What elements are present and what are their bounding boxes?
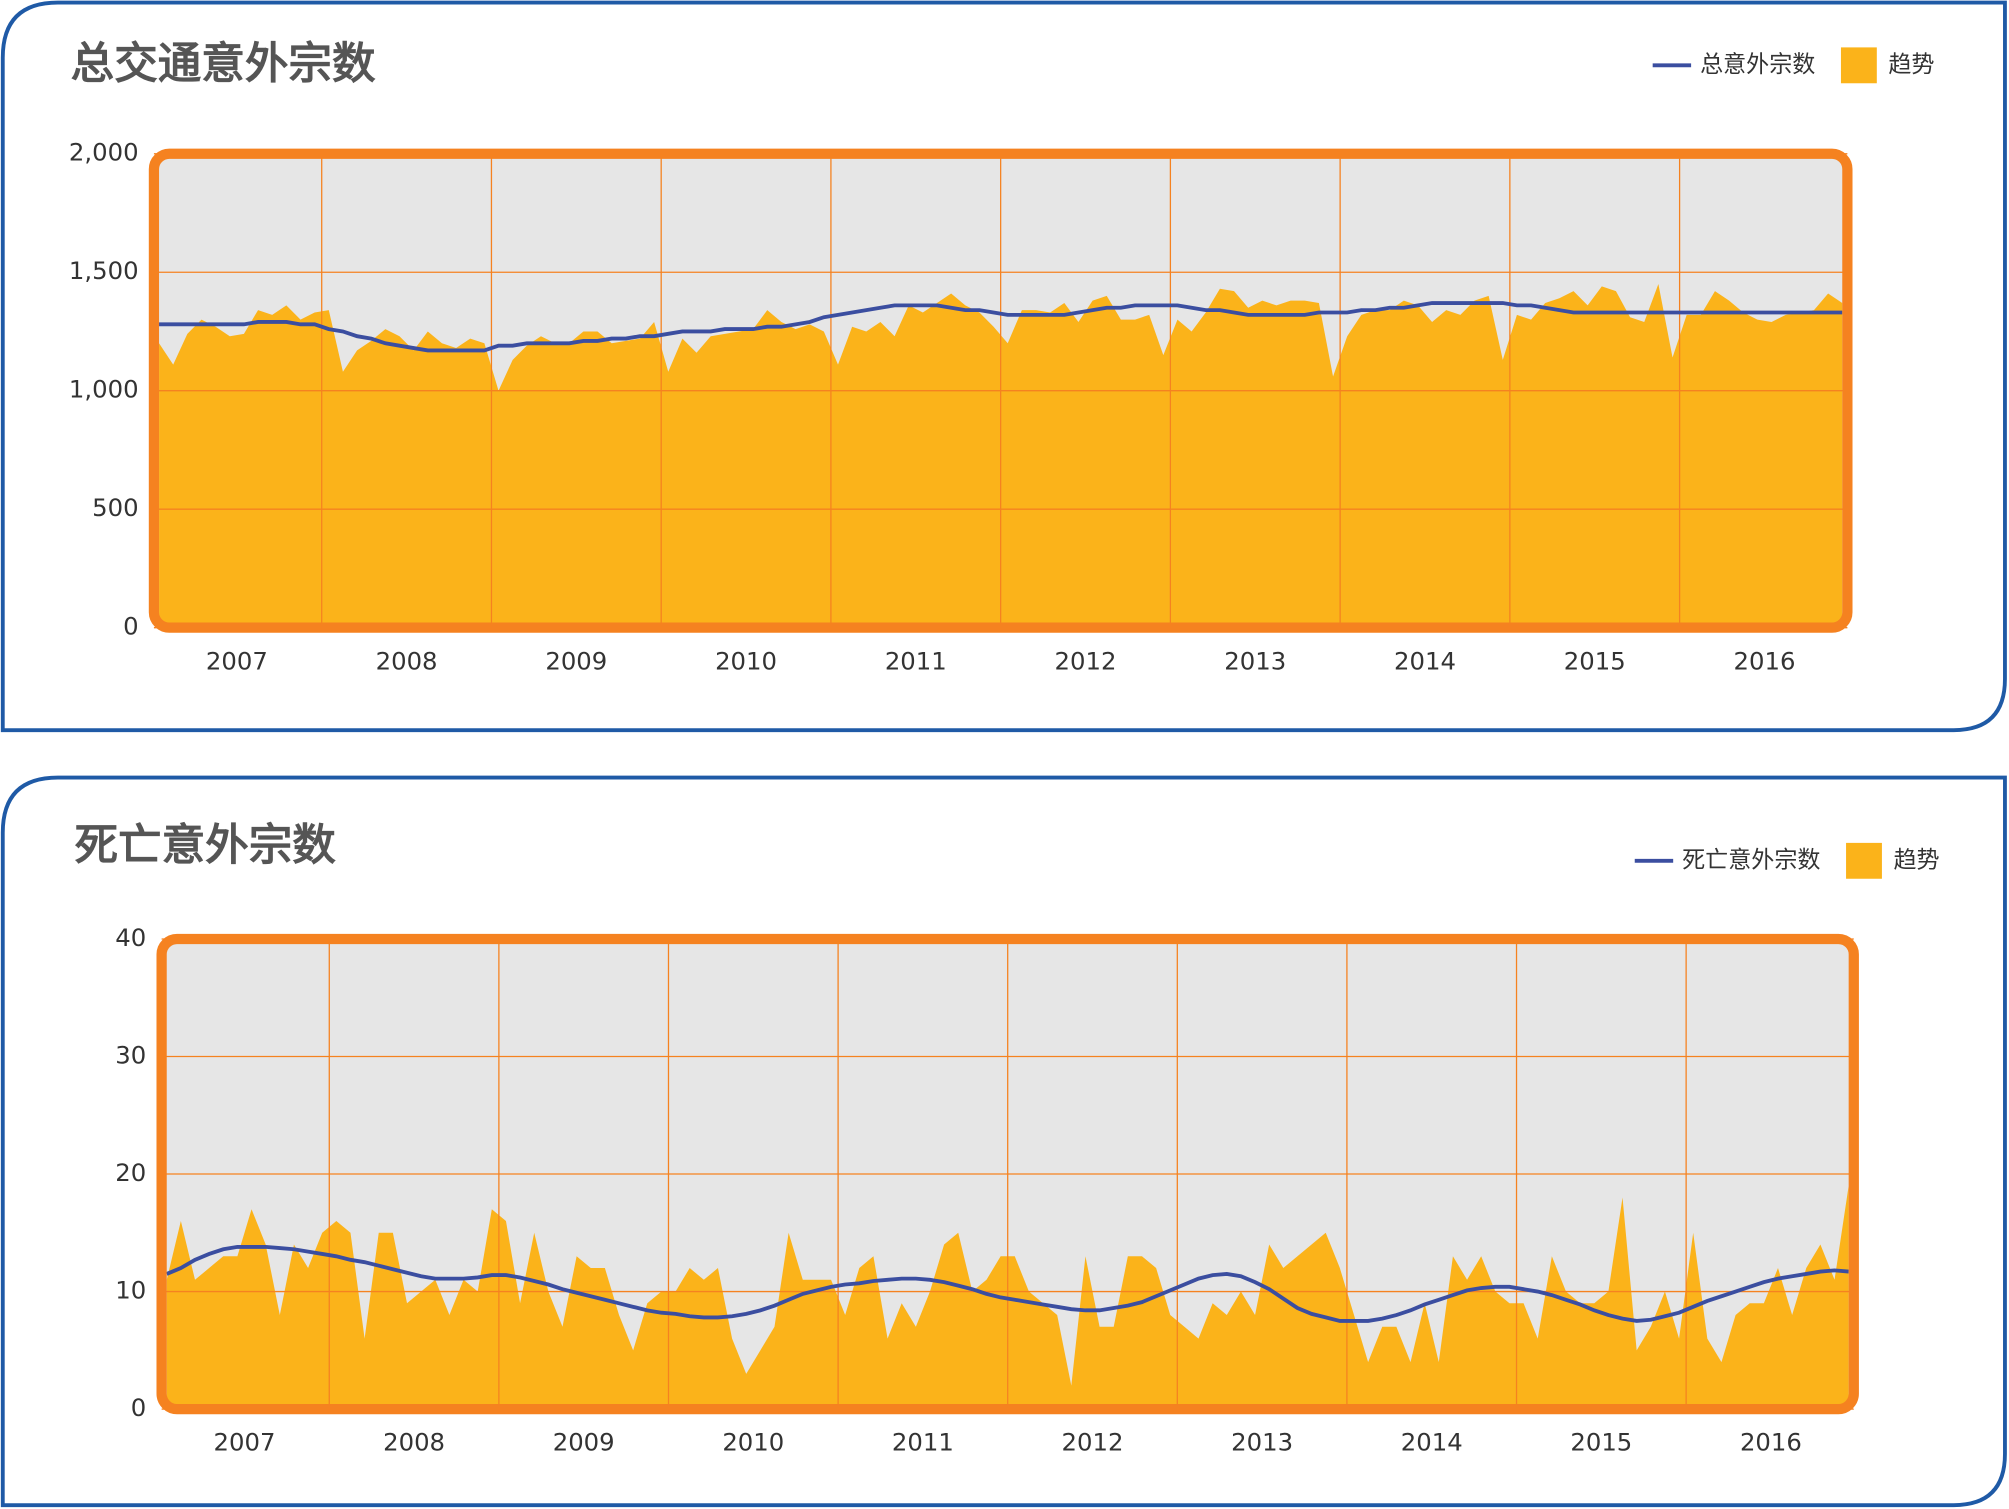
x-tick-label: 2015 [1570, 1428, 1632, 1457]
trend-line [165, 1244, 1849, 1323]
y-tick-label: 30 [115, 1040, 146, 1069]
x-tick-label: 2012 [1062, 1428, 1124, 1457]
y-tick-label: 1,000 [69, 375, 139, 404]
x-tick-label: 2016 [1734, 646, 1796, 675]
x-tick-label: 2008 [376, 646, 438, 675]
plot-frame [156, 933, 1859, 1415]
legend-label: 趋势 [1893, 847, 1939, 873]
x-tick-label: 2008 [383, 1428, 445, 1457]
x-tick-label: 2009 [545, 646, 607, 675]
x-tick-label: 2014 [1401, 1428, 1463, 1457]
plot-frame [148, 148, 1853, 633]
legend-label: 总意外宗数 [1700, 52, 1815, 78]
y-tick-label: 0 [123, 612, 138, 641]
x-tick-label: 2007 [206, 646, 268, 675]
y-tick-label: 10 [115, 1276, 146, 1305]
x-tick-label: 2011 [885, 646, 947, 675]
x-tick-label: 2013 [1224, 646, 1286, 675]
legend-swatch [1846, 842, 1882, 879]
legend-label: 趋势 [1888, 52, 1934, 78]
chart-title: 总交通意外宗数 [71, 40, 376, 90]
x-tick-label: 2013 [1231, 1428, 1293, 1457]
x-tick-label: 2007 [214, 1428, 276, 1457]
x-tick-label: 2015 [1564, 646, 1626, 675]
chart: 总交通意外宗数 0 500 1,000 1,500 2,000 2007 2008 2009 20… [69, 40, 1935, 676]
x-tick-label: 2016 [1740, 1428, 1802, 1457]
y-tick-label: 40 [115, 923, 146, 952]
y-tick-label: 2,000 [69, 138, 139, 167]
trend-line [159, 301, 1843, 353]
y-tick-label: 20 [115, 1158, 146, 1187]
y-tick-label: 1,500 [69, 256, 139, 285]
y-tick-label: 500 [92, 493, 138, 522]
legend-swatch [1840, 47, 1877, 84]
chart-title: 死亡意外宗数 [75, 821, 337, 871]
x-tick-label: 2010 [715, 646, 777, 675]
x-tick-label: 2009 [553, 1428, 615, 1457]
x-tick-label: 2012 [1055, 646, 1117, 675]
x-tick-label: 2014 [1394, 646, 1456, 675]
x-tick-label: 2010 [722, 1428, 784, 1457]
chart: 死亡意外宗数 0 10 20 30 40 2007 2008 2009 2010 2011 2012 2… [75, 821, 1940, 1457]
x-tick-label: 2011 [892, 1428, 954, 1457]
legend-label: 死亡意外宗数 [1682, 847, 1820, 873]
y-tick-label: 0 [131, 1393, 146, 1422]
